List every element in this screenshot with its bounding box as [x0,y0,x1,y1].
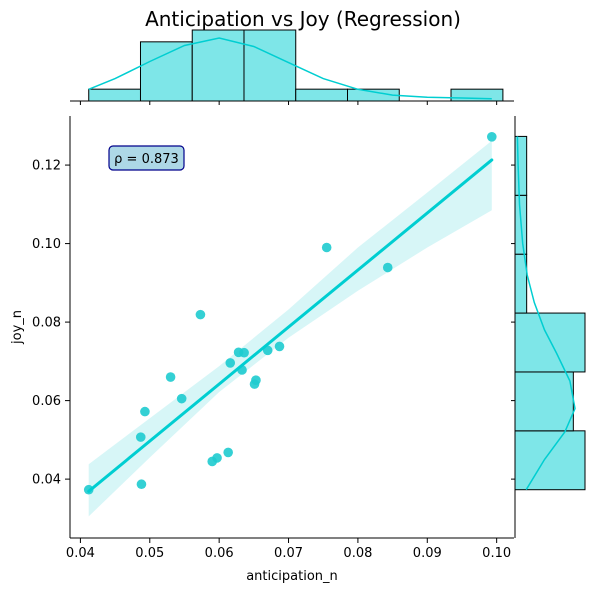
right-marginal-histogram [511,116,586,538]
x-hist-bar [88,88,141,102]
x-tick-label: 0.05 [135,546,164,561]
x-kde-curve [88,37,492,100]
x-tick-label: 0.06 [205,546,234,561]
y-kde-curve [516,136,576,491]
data-point [251,375,261,385]
data-point [239,347,249,358]
data-point [165,372,176,382]
x-tick-label: 0.04 [66,546,95,561]
x-hist-bar [191,29,245,102]
x-tick-label: 0.08 [343,546,372,561]
x-axis-label: anticipation_n [246,569,338,584]
y-tick-label: 0.10 [32,237,61,252]
data-point [225,358,236,368]
x-hist-bar [450,88,504,102]
data-point [136,479,147,490]
data-point [487,132,497,142]
data-point [382,262,393,273]
y-tick-label: 0.04 [32,473,61,488]
data-point [135,432,146,442]
x-tick-label: 0.07 [274,546,303,561]
x-hist-bar [243,29,297,102]
regression-line [87,158,494,493]
chart-title: Anticipation vs Joy (Regression) [145,7,461,31]
y-hist-bar [514,371,574,432]
main-scatter-plot: 0.04 0.05 0.06 0.07 0.08 0.09 0.10 0.04 0.06 0.08… [32,116,514,561]
data-point [321,242,332,253]
y-hist-bar [514,430,586,491]
data-point [140,406,150,417]
x-hist-bar [295,88,348,102]
annotation-box [108,145,185,171]
data-point [176,393,187,404]
y-hist-bar [514,312,586,373]
x-tick-label: 0.09 [413,546,442,561]
annotation-text: ρ = 0.873 [114,152,179,167]
y-axis-label: joy_n [10,310,25,345]
x-hist-bar [139,41,193,102]
y-tick-label: 0.06 [32,394,61,409]
data-point [274,341,285,352]
y-tick-label: 0.08 [32,316,61,331]
data-point [212,453,222,463]
y-hist-bar [514,135,528,196]
data-point [223,447,233,458]
data-point [195,309,206,320]
top-marginal-histogram [70,29,514,105]
confidence-band [88,140,492,517]
correlation-annotation: ρ = 0.873 [108,145,185,171]
x-tick-label: 0.10 [482,546,511,561]
y-tick-label: 0.12 [32,159,61,174]
